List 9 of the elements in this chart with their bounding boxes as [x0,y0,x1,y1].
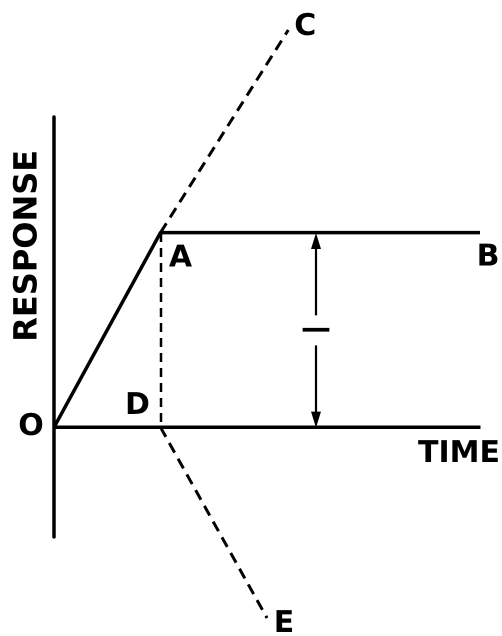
annotation: C [294,8,316,43]
text: O [18,408,44,444]
annotation: A [168,239,193,274]
y-axis-title: RESPONSE [6,150,44,342]
annotation: — [300,310,331,346]
x-axis-title: TIME [418,435,500,470]
annotation: B [476,238,500,274]
annotation: D [125,387,150,422]
annotation: E [274,604,294,636]
